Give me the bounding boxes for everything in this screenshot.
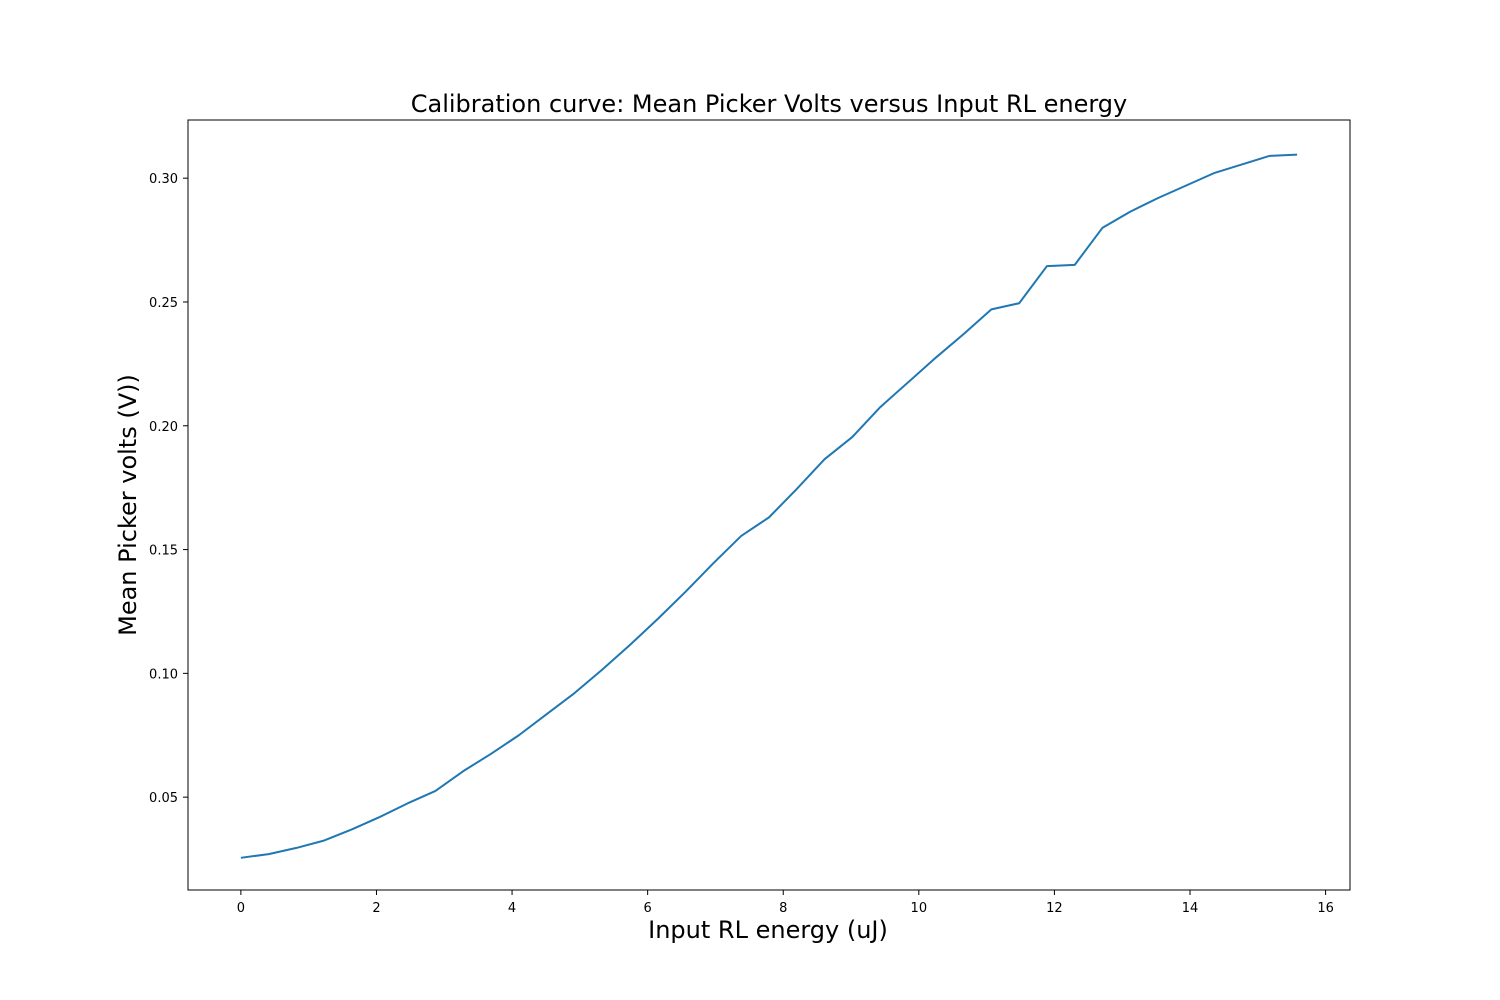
x-tick-label: 4 xyxy=(508,901,516,916)
y-tick-label: 0.25 xyxy=(149,296,178,311)
y-axis-label: Mean Picker volts (V)) xyxy=(114,374,142,636)
x-axis: 0 2 4 6 8 10 12 14 16 xyxy=(237,890,1334,916)
chart-title: Calibration curve: Mean Picker Volts ver… xyxy=(411,90,1128,118)
x-tick-label: 10 xyxy=(911,901,928,916)
x-tick-label: 2 xyxy=(372,901,380,916)
x-tick-label: 16 xyxy=(1317,901,1334,916)
plot-area xyxy=(240,153,1298,859)
x-tick-label: 0 xyxy=(237,901,245,916)
x-axis-label: Input RL energy (uJ) xyxy=(648,916,888,944)
series-line xyxy=(240,153,1298,859)
x-tick-label: 8 xyxy=(779,901,787,916)
x-tick-label: 12 xyxy=(1046,901,1063,916)
y-tick-label: 0.30 xyxy=(149,172,178,187)
axes-frame xyxy=(187,119,1351,891)
y-tick-label: 0.10 xyxy=(149,667,178,682)
y-axis: 0.05 0.10 0.15 0.20 0.25 0.30 xyxy=(149,172,188,806)
y-tick-label: 0.15 xyxy=(149,544,178,559)
y-tick-label: 0.05 xyxy=(149,791,178,806)
x-tick-label: 14 xyxy=(1182,901,1199,916)
x-tick-label: 6 xyxy=(644,901,652,916)
y-tick-label: 0.20 xyxy=(149,420,178,435)
